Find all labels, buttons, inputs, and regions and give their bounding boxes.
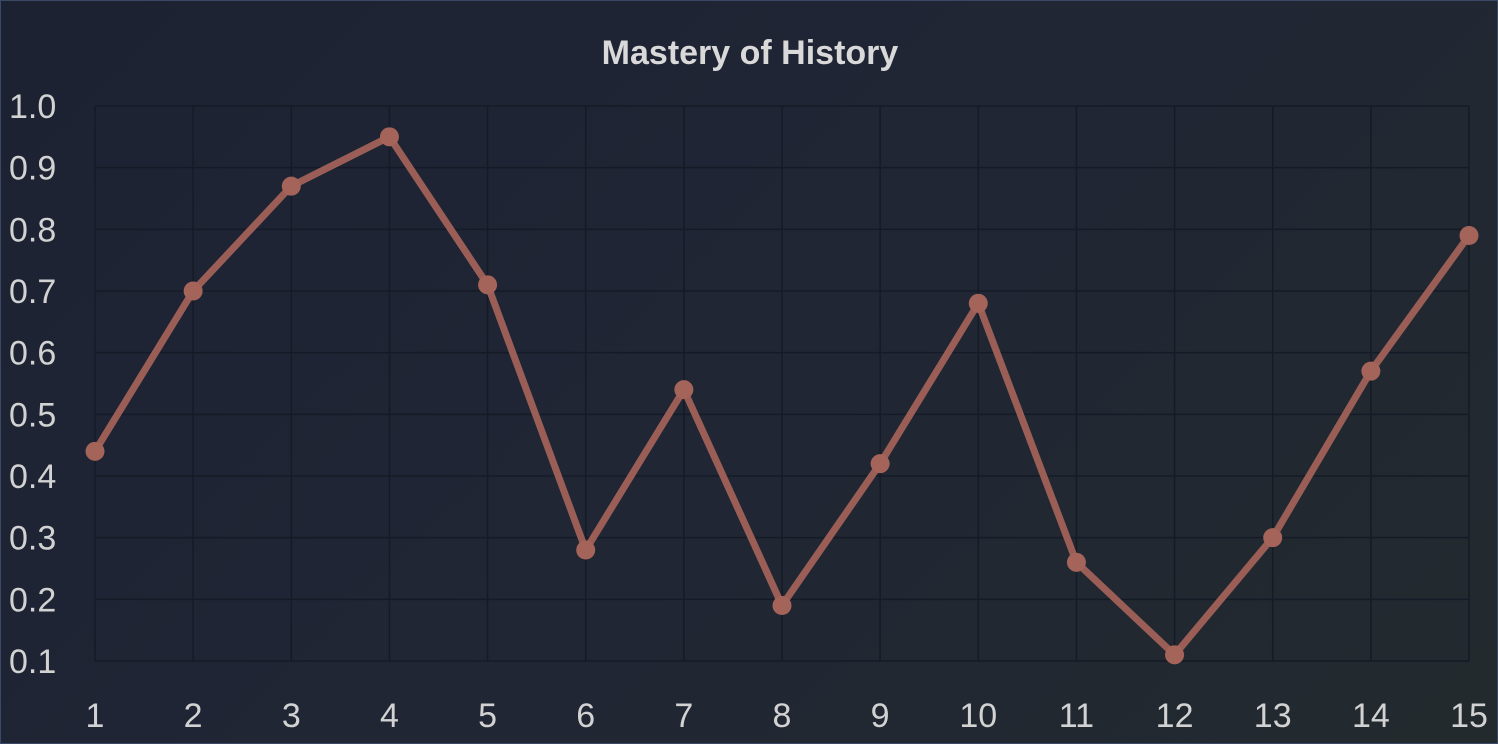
x-tick-label: 7 bbox=[674, 697, 693, 735]
data-point bbox=[1165, 645, 1185, 665]
x-tick-label: 6 bbox=[576, 697, 595, 735]
x-tick-label: 12 bbox=[1156, 697, 1194, 735]
x-tick-label: 8 bbox=[773, 697, 792, 735]
x-tick-label: 11 bbox=[1059, 697, 1094, 735]
data-point bbox=[1361, 361, 1381, 381]
x-axis-ticks: 1 2 3 4 5 6 7 8 9 10 11 12 13 14 15 bbox=[86, 697, 1488, 735]
data-point bbox=[674, 380, 694, 400]
y-tick-label: 0.1 bbox=[9, 643, 56, 681]
x-tick-label: 3 bbox=[282, 697, 301, 735]
data-point bbox=[1459, 226, 1479, 245]
y-tick-label: 1.0 bbox=[9, 88, 56, 126]
data-point bbox=[968, 293, 988, 313]
x-tick-label: 9 bbox=[871, 697, 890, 735]
y-tick-label: 0.2 bbox=[9, 581, 56, 619]
data-point bbox=[281, 176, 301, 196]
x-tick-label: 5 bbox=[478, 697, 497, 735]
data-point bbox=[379, 127, 399, 147]
data-point bbox=[85, 441, 105, 461]
y-tick-label: 0.8 bbox=[9, 211, 56, 249]
data-point bbox=[870, 454, 890, 474]
y-tick-label: 0.5 bbox=[9, 396, 56, 434]
data-point bbox=[576, 540, 596, 560]
y-tick-label: 0.9 bbox=[9, 150, 56, 188]
data-point bbox=[772, 596, 792, 615]
y-tick-label: 0.3 bbox=[9, 520, 56, 558]
chart-title: Mastery of History bbox=[602, 34, 899, 72]
x-tick-label: 15 bbox=[1450, 697, 1488, 735]
y-tick-label: 0.4 bbox=[9, 458, 56, 496]
data-point bbox=[1066, 552, 1086, 572]
x-tick-label: 13 bbox=[1254, 697, 1292, 735]
y-tick-label: 0.6 bbox=[9, 335, 56, 373]
x-tick-label: 1 bbox=[86, 697, 105, 735]
x-tick-label: 4 bbox=[380, 697, 399, 735]
data-point bbox=[1263, 528, 1283, 548]
data-point bbox=[478, 275, 498, 295]
x-tick-label: 2 bbox=[184, 697, 203, 735]
series bbox=[85, 127, 1479, 665]
grid bbox=[94, 105, 1470, 662]
y-tick-label: 0.7 bbox=[9, 273, 56, 311]
x-tick-label: 10 bbox=[959, 697, 997, 735]
y-axis-ticks: 1.0 0.9 0.8 0.7 0.6 0.5 0.4 0.3 0.2 0.1 bbox=[9, 88, 56, 681]
data-point bbox=[183, 281, 203, 301]
x-tick-label: 14 bbox=[1352, 697, 1390, 735]
